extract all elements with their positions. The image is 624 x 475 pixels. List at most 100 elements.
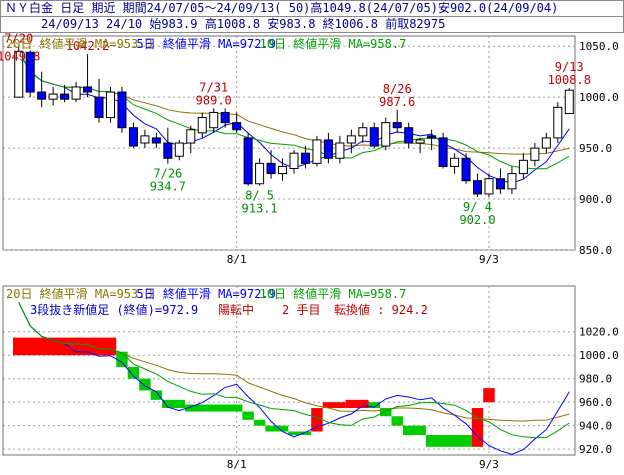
panel2-frame [2,285,576,456]
y-tick-label: 950.0 [579,142,612,155]
candle-body [94,96,104,119]
y-tick-label: 1000.0 [579,91,619,104]
candle-body [243,137,253,185]
line-break-brick [322,402,346,409]
candle-body [300,152,310,164]
candle-body [289,152,299,169]
price-annotation: 1008.8 [548,73,591,87]
price-annotation: 7/26 [153,167,182,181]
legend-item: 20日 終値平滑 MA=953.3 [6,36,153,51]
legend-item: 20日 終値平滑 MA=953.3 [6,286,153,301]
candle-body [83,86,93,93]
candle-body [266,162,276,175]
y-tick-label: 920.0 [579,443,612,456]
line-break-brick [150,390,163,400]
x-tick-label: 8/1 [227,458,247,471]
candle-body [14,50,24,98]
candle-body [128,127,138,147]
moving-average-line-10 [18,302,570,439]
three-line-break-panel: 920.0 940.0 960.0 980.0 1000.0 1020.0 8/1 9/3 20… [2,285,619,471]
candle-body [232,122,242,131]
line-break-brick [471,408,484,447]
candle-body [450,157,460,167]
line-break-brick [253,419,266,426]
line-break-brick [425,435,472,447]
header-line-latest: 24/09/13 24/10 始983.9 高1008.8 安983.8 終10… [0,16,624,33]
line-break-brick [402,425,426,436]
chart-header: ＮＹ白金 日足 期近 期間24/07/05～24/09/13( 50)高1049… [0,0,624,34]
price-annotation: 1049.8 [0,49,40,63]
line-break-brick [242,411,254,420]
candle-body [541,137,551,149]
line-break-brick [265,425,289,432]
candle-body [564,89,574,115]
candle-body [323,139,333,159]
y-tick-label: 980.0 [579,373,612,386]
line-break-brick [162,399,186,409]
candle-body [369,127,379,147]
price-annotation: 9/13 [555,60,584,74]
moving-average-line-5 [18,302,570,455]
candle-body [427,135,437,139]
line-break-brick [368,402,381,409]
legend-item: 5日 終値平滑 MA=972.9 [136,286,275,301]
candle-body [37,91,47,100]
candlestick-panel: 850.0 900.0 950.0 1000.0 1050.0 8/1 9/3 7/20 104… [0,31,619,266]
y-tick-label: 940.0 [579,420,612,433]
line-break-brick [391,416,403,426]
candle-body [381,122,391,147]
line-break-brick [116,351,128,367]
candle-body [255,162,265,185]
candle-body [392,122,402,129]
header-line-period: ＮＹ白金 日足 期近 期間24/07/05～24/09/13( 50)高1049… [0,0,624,17]
line-break-brick [380,408,392,417]
candle-body [472,180,483,195]
moving-average-line-20 [18,302,570,422]
price-annotation: 9/ 4 [463,200,492,214]
candle-body [530,147,540,161]
candle-body [495,178,505,190]
candle-body [197,117,207,134]
price-annotation: 902.0 [459,213,495,227]
candle-body [117,91,127,129]
price-annotation: 7/20 [4,31,33,45]
x-tick-label: 8/1 [227,253,247,266]
y-tick-label: 1000.0 [579,349,619,362]
candle-body [335,142,345,159]
x-tick-label: 9/3 [479,458,499,471]
line-break-status: 陽転中 [218,302,254,317]
line-break-brick [311,408,323,432]
line-break-reversal: 転換値 : 924.2 [334,302,428,317]
x-tick-label: 9/3 [479,253,499,266]
price-annotation: 987.6 [379,95,415,109]
candle-body [186,129,196,144]
line-break-brick [127,366,140,379]
candle-body [346,135,356,144]
candle-body [438,137,448,167]
line-break-brick [13,337,117,356]
line-break-brick [345,399,369,409]
candle-body [312,139,322,164]
candle-body [518,159,528,175]
candle-body [151,137,161,144]
price-annotation: 8/ 5 [245,189,274,203]
candle-body [404,127,414,144]
line-break-brick [185,404,243,412]
line-break-brick [483,388,495,403]
y-tick-label: 960.0 [579,396,612,409]
candle-body [163,142,173,159]
y-tick-label: 900.0 [579,193,612,206]
candle-body [105,91,116,119]
candle-body [174,142,184,157]
legend-item: 10日 終値平滑 MA=958.7 [260,36,407,51]
candle-body [140,135,150,144]
line-break-count: 2 手目 [282,303,320,317]
candle-body [71,86,81,100]
price-annotation: 934.7 [150,180,186,194]
y-tick-label: 1050.0 [579,40,619,53]
candle-body [60,93,70,100]
y-tick-label: 1020.0 [579,326,619,339]
candle-body [25,51,35,93]
candle-body [209,111,219,129]
